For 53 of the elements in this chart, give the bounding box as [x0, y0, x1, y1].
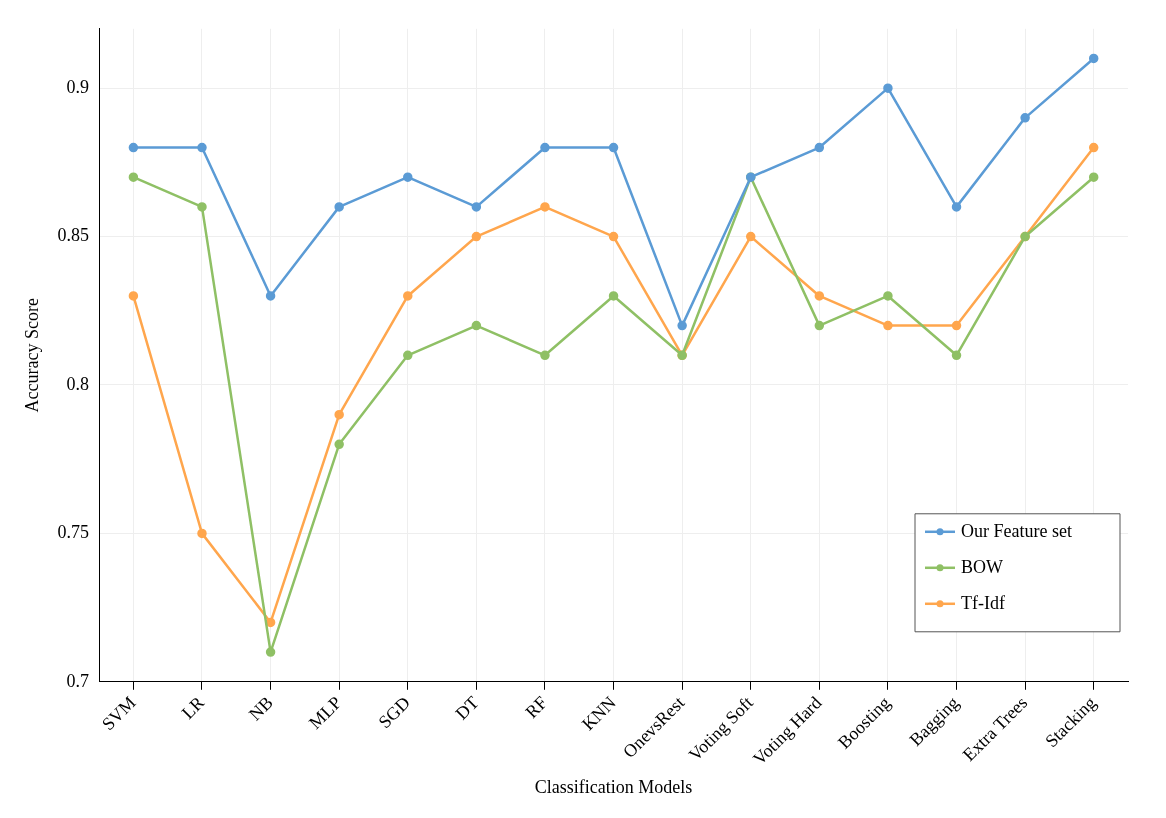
point: [334, 409, 344, 420]
legend-label: BOW: [961, 556, 1003, 577]
point: [608, 291, 619, 301]
point: [403, 350, 413, 361]
point: [334, 439, 344, 450]
point: [1088, 142, 1099, 153]
point: [745, 231, 756, 242]
y-tick-label: 0.9: [66, 76, 90, 97]
point: [197, 528, 207, 539]
point: [1088, 172, 1099, 182]
point: [540, 350, 550, 361]
point: [883, 320, 893, 331]
point: [334, 202, 344, 212]
point: [1088, 53, 1099, 64]
point: [128, 142, 139, 153]
point: [677, 320, 687, 331]
point: [540, 202, 550, 212]
x-tick-label: DT: [451, 692, 483, 724]
point: [814, 291, 825, 301]
y-tick-label: 0.8: [66, 373, 90, 394]
point: [403, 291, 413, 301]
x-tick-label: RF: [521, 692, 552, 723]
point: [814, 320, 825, 331]
point: [814, 142, 825, 153]
point: [608, 142, 619, 153]
point: [265, 291, 276, 301]
point: [471, 231, 482, 242]
point: [403, 172, 413, 182]
point: [951, 320, 962, 331]
point: [197, 202, 207, 212]
y-tick-label: 0.85: [57, 225, 90, 246]
point: [128, 172, 139, 182]
point: [883, 83, 893, 93]
point: [197, 142, 207, 153]
x-tick-label: SGD: [374, 692, 414, 733]
point: [951, 350, 962, 361]
point: [471, 202, 482, 212]
legend-label: Our Feature set: [961, 520, 1072, 541]
legend-label: Tf-Idf: [961, 592, 1005, 613]
x-tick-label: NB: [244, 692, 277, 725]
x-axis-title: Classification Models: [534, 776, 693, 797]
y-axis-title: Accuracy Score: [21, 298, 42, 413]
point: [471, 320, 482, 331]
point: [883, 291, 893, 301]
point: [265, 647, 276, 657]
y-tick-label: 0.7: [66, 670, 90, 691]
point: [128, 291, 139, 301]
y-tick-label: 0.75: [57, 522, 90, 543]
point: [951, 202, 962, 212]
x-tick-label: LR: [177, 692, 209, 723]
point: [1020, 113, 1030, 123]
point: [540, 142, 550, 153]
point: [608, 231, 619, 242]
